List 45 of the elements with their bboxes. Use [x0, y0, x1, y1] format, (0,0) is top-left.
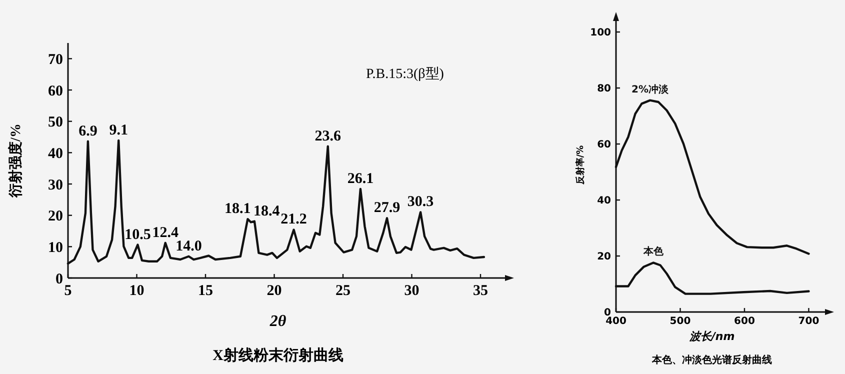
- y-tick-label: 40: [597, 196, 612, 206]
- x-tick-label: 25: [336, 283, 350, 299]
- y-axis-title: 衍射强度/%: [7, 124, 24, 198]
- annotation: 9.1: [109, 122, 128, 138]
- y-tick-label: 0: [56, 271, 63, 288]
- series-label: 2%冲淡: [632, 83, 670, 96]
- x-axis-title: 波长/nm: [688, 330, 735, 343]
- y-tick-label: 40: [48, 146, 63, 162]
- annotation: 12.4: [152, 224, 179, 241]
- x-tick-label: 35: [473, 283, 488, 299]
- x-tick-label: 600: [734, 316, 755, 327]
- annotation: 18.4: [253, 203, 280, 220]
- x-tick-label: 700: [798, 316, 820, 327]
- annotation: 18.1: [224, 201, 251, 218]
- annotation: 26.1: [347, 171, 374, 188]
- annotation: 23.6: [314, 128, 342, 144]
- x-axis-title: 2θ: [268, 313, 287, 330]
- annotation: 10.5: [124, 226, 151, 243]
- annotation: 6.9: [78, 123, 98, 140]
- series-label: 本色: [642, 246, 664, 258]
- y-tick-label: 80: [597, 84, 612, 94]
- text: 本色、冲淡色光谱反射曲线: [651, 354, 772, 366]
- y-tick-label: 60: [48, 83, 63, 100]
- y-tick-label: 30: [48, 177, 63, 194]
- x-tick-label: 20: [266, 283, 282, 299]
- y-tick-label: 10: [48, 240, 63, 256]
- annotation: P.B.15:3(β型): [366, 66, 444, 82]
- y-tick-label: 20: [597, 252, 612, 262]
- y-tick-label: 70: [48, 52, 63, 68]
- annotation: 14.0: [176, 238, 202, 254]
- x-tick-label: 400: [606, 316, 626, 327]
- y-tick-label: 100: [590, 28, 612, 38]
- x-tick-label: 5: [64, 283, 72, 299]
- annotation: 27.9: [374, 200, 400, 216]
- x-tick-label: 500: [670, 316, 691, 327]
- x-tick-label: 10: [129, 283, 144, 299]
- x-tick-label: 30: [404, 283, 420, 299]
- annotation: 30.3: [407, 194, 434, 210]
- y-tick-label: 20: [48, 208, 63, 225]
- y-tick-label: 60: [597, 140, 612, 150]
- y-tick-label: 50: [48, 114, 63, 131]
- text: X射线粉末衍射曲线: [212, 347, 344, 364]
- annotation: 21.2: [280, 212, 307, 228]
- y-axis-title: 反射率/%: [575, 145, 586, 186]
- x-tick-label: 15: [198, 283, 213, 299]
